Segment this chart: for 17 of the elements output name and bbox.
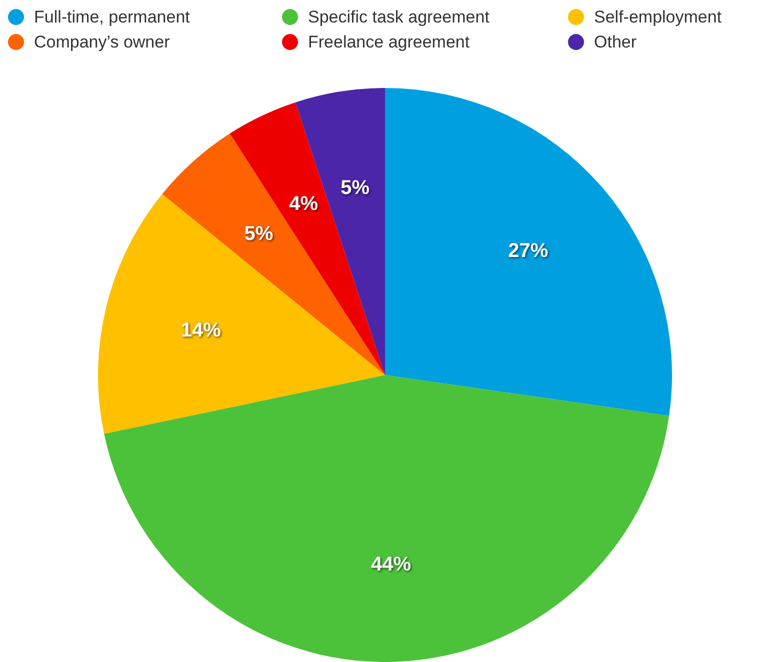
legend-label: Company’s owner: [34, 32, 170, 52]
data-label: 14%: [180, 319, 222, 342]
pie-slice: [385, 88, 672, 416]
data-label: 5%: [244, 222, 274, 245]
pie-slice: [98, 194, 385, 434]
legend-label: Other: [594, 32, 637, 52]
data-label: 44%: [370, 553, 412, 576]
data-label: 5%: [340, 176, 370, 199]
legend-label: Self-employment: [594, 8, 722, 26]
legend-label: Freelance agreement: [308, 32, 470, 52]
pie-slice: [230, 102, 385, 375]
data-label: 4%: [289, 192, 318, 215]
legend-label: Full-time, permanent: [34, 8, 190, 26]
pie-slice: [104, 375, 670, 662]
data-label: 27%: [508, 240, 548, 262]
pie-slice: [162, 134, 385, 375]
legend-label: Specific task agreement: [308, 8, 490, 26]
